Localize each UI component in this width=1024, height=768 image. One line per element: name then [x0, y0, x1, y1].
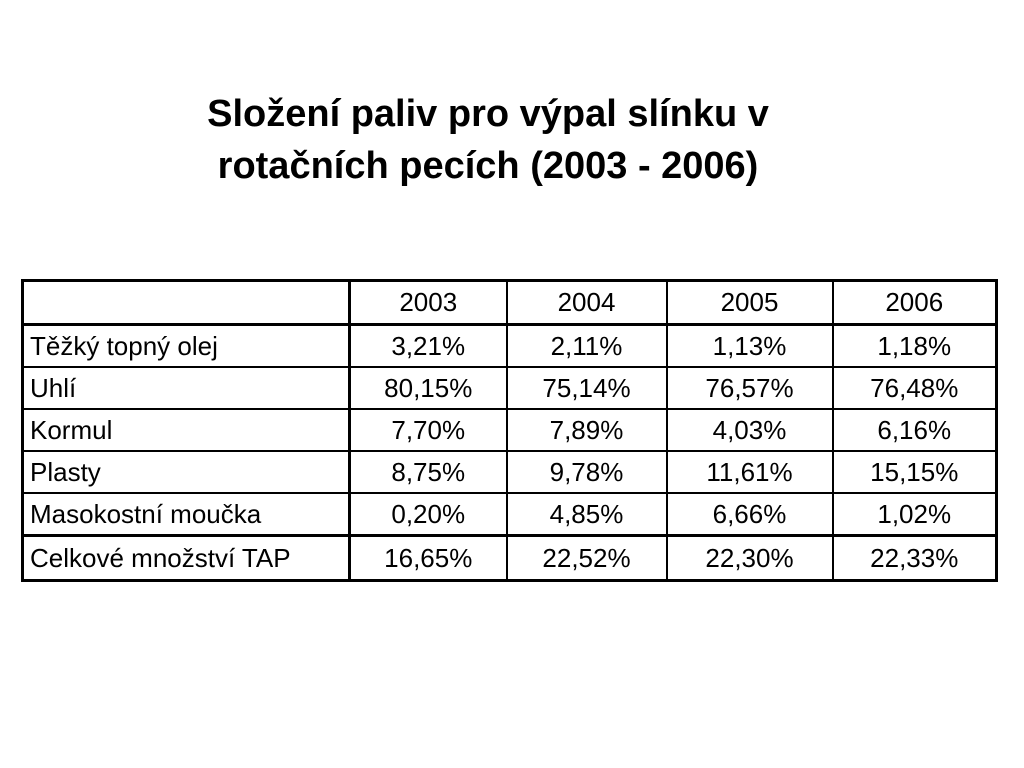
table-row: Plasty 8,75% 9,78% 11,61% 15,15% — [21, 450, 998, 494]
row-label: Kormul — [21, 408, 351, 452]
value-cell: 15,15% — [831, 450, 998, 494]
value-cell: 2,11% — [505, 323, 668, 368]
row-label: Uhlí — [21, 366, 351, 410]
row-label: Těžký topný olej — [21, 323, 351, 368]
header-year-2006: 2006 — [831, 279, 998, 326]
value-cell: 22,52% — [505, 534, 668, 582]
value-cell: 8,75% — [348, 450, 508, 494]
value-cell: 75,14% — [505, 366, 668, 410]
value-cell: 7,89% — [505, 408, 668, 452]
table-total-row: Celkové množství TAP 16,65% 22,52% 22,30… — [21, 534, 998, 582]
value-cell: 4,03% — [665, 408, 834, 452]
row-label: Plasty — [21, 450, 351, 494]
row-label: Masokostní moučka — [21, 492, 351, 537]
value-cell: 4,85% — [505, 492, 668, 537]
header-year-2003: 2003 — [348, 279, 508, 326]
header-year-2005: 2005 — [665, 279, 834, 326]
table-row: Masokostní moučka 0,20% 4,85% 6,66% 1,02… — [21, 492, 998, 537]
value-cell: 9,78% — [505, 450, 668, 494]
fuel-composition-table: 2003 2004 2005 2006 Těžký topný olej 3,2… — [21, 279, 998, 582]
value-cell: 0,20% — [348, 492, 508, 537]
value-cell: 6,16% — [831, 408, 998, 452]
value-cell: 22,33% — [831, 534, 998, 582]
value-cell: 7,70% — [348, 408, 508, 452]
table-row: Těžký topný olej 3,21% 2,11% 1,13% 1,18% — [21, 323, 998, 368]
table-row: Uhlí 80,15% 75,14% 76,57% 76,48% — [21, 366, 998, 410]
value-cell: 1,18% — [831, 323, 998, 368]
value-cell: 1,13% — [665, 323, 834, 368]
value-cell: 16,65% — [348, 534, 508, 582]
row-label: Celkové množství TAP — [21, 534, 351, 582]
value-cell: 6,66% — [665, 492, 834, 537]
table-row: Kormul 7,70% 7,89% 4,03% 6,16% — [21, 408, 998, 452]
value-cell: 22,30% — [665, 534, 834, 582]
slide-title-line-1: Složení paliv pro výpal slínku v — [207, 93, 769, 135]
header-year-2004: 2004 — [505, 279, 668, 326]
slide-title-line-2: rotačních pecích (2003 - 2006) — [217, 145, 759, 187]
value-cell: 3,21% — [348, 323, 508, 368]
value-cell: 80,15% — [348, 366, 508, 410]
table-header-row: 2003 2004 2005 2006 — [21, 279, 998, 326]
value-cell: 11,61% — [665, 450, 834, 494]
value-cell: 76,57% — [665, 366, 834, 410]
slide-title: Složení paliv pro výpal slínku v rotační… — [0, 88, 976, 192]
header-empty-cell — [21, 279, 351, 326]
value-cell: 76,48% — [831, 366, 998, 410]
value-cell: 1,02% — [831, 492, 998, 537]
